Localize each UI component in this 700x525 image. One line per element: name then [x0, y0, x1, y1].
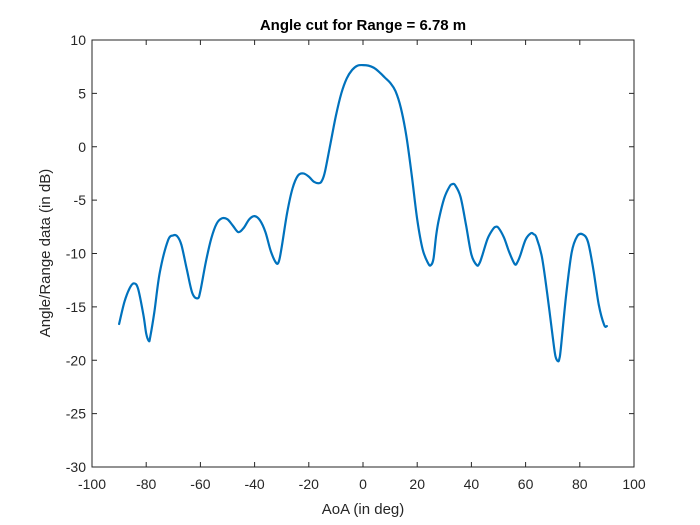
x-axis-label: AoA (in deg) — [322, 501, 405, 518]
x-tick-label: 80 — [572, 476, 588, 492]
x-tick-label: -20 — [299, 476, 319, 492]
series-lines — [118, 63, 608, 363]
y-tick-label: -20 — [66, 352, 86, 368]
x-tick-labels: -100 -80 -60 -40 -20 0 20 40 60 80 100 — [78, 476, 646, 492]
x-tick-label: -100 — [78, 476, 106, 492]
x-tick-label: -80 — [136, 476, 156, 492]
y-tick-label: -30 — [66, 459, 86, 475]
y-tick-label: -5 — [74, 192, 87, 208]
y-tick-label: -25 — [66, 406, 86, 422]
y-axis-label: Angle/Range data (in dB) — [37, 169, 54, 337]
plot-area — [92, 40, 634, 467]
y-tick-label: -10 — [66, 246, 86, 262]
axes-box — [91, 39, 635, 468]
y-tick-labels: -30 -25 -20 -15 -10 -5 0 5 10 — [66, 32, 86, 475]
y-tick-label: -15 — [66, 299, 86, 315]
x-tick-label: 20 — [409, 476, 425, 492]
y-tick-label: 0 — [78, 139, 86, 155]
chart-title: Angle cut for Range = 6.78 m — [260, 17, 466, 34]
y-tick-label: 5 — [78, 85, 86, 101]
x-tick-label: 40 — [464, 476, 480, 492]
x-tick-label: 60 — [518, 476, 534, 492]
x-tick-label: 100 — [622, 476, 646, 492]
x-tick-label: 0 — [359, 476, 367, 492]
x-tick-label: -60 — [190, 476, 210, 492]
series-line — [118, 63, 608, 363]
x-tick-label: -40 — [244, 476, 264, 492]
y-tick-label: 10 — [70, 32, 86, 48]
